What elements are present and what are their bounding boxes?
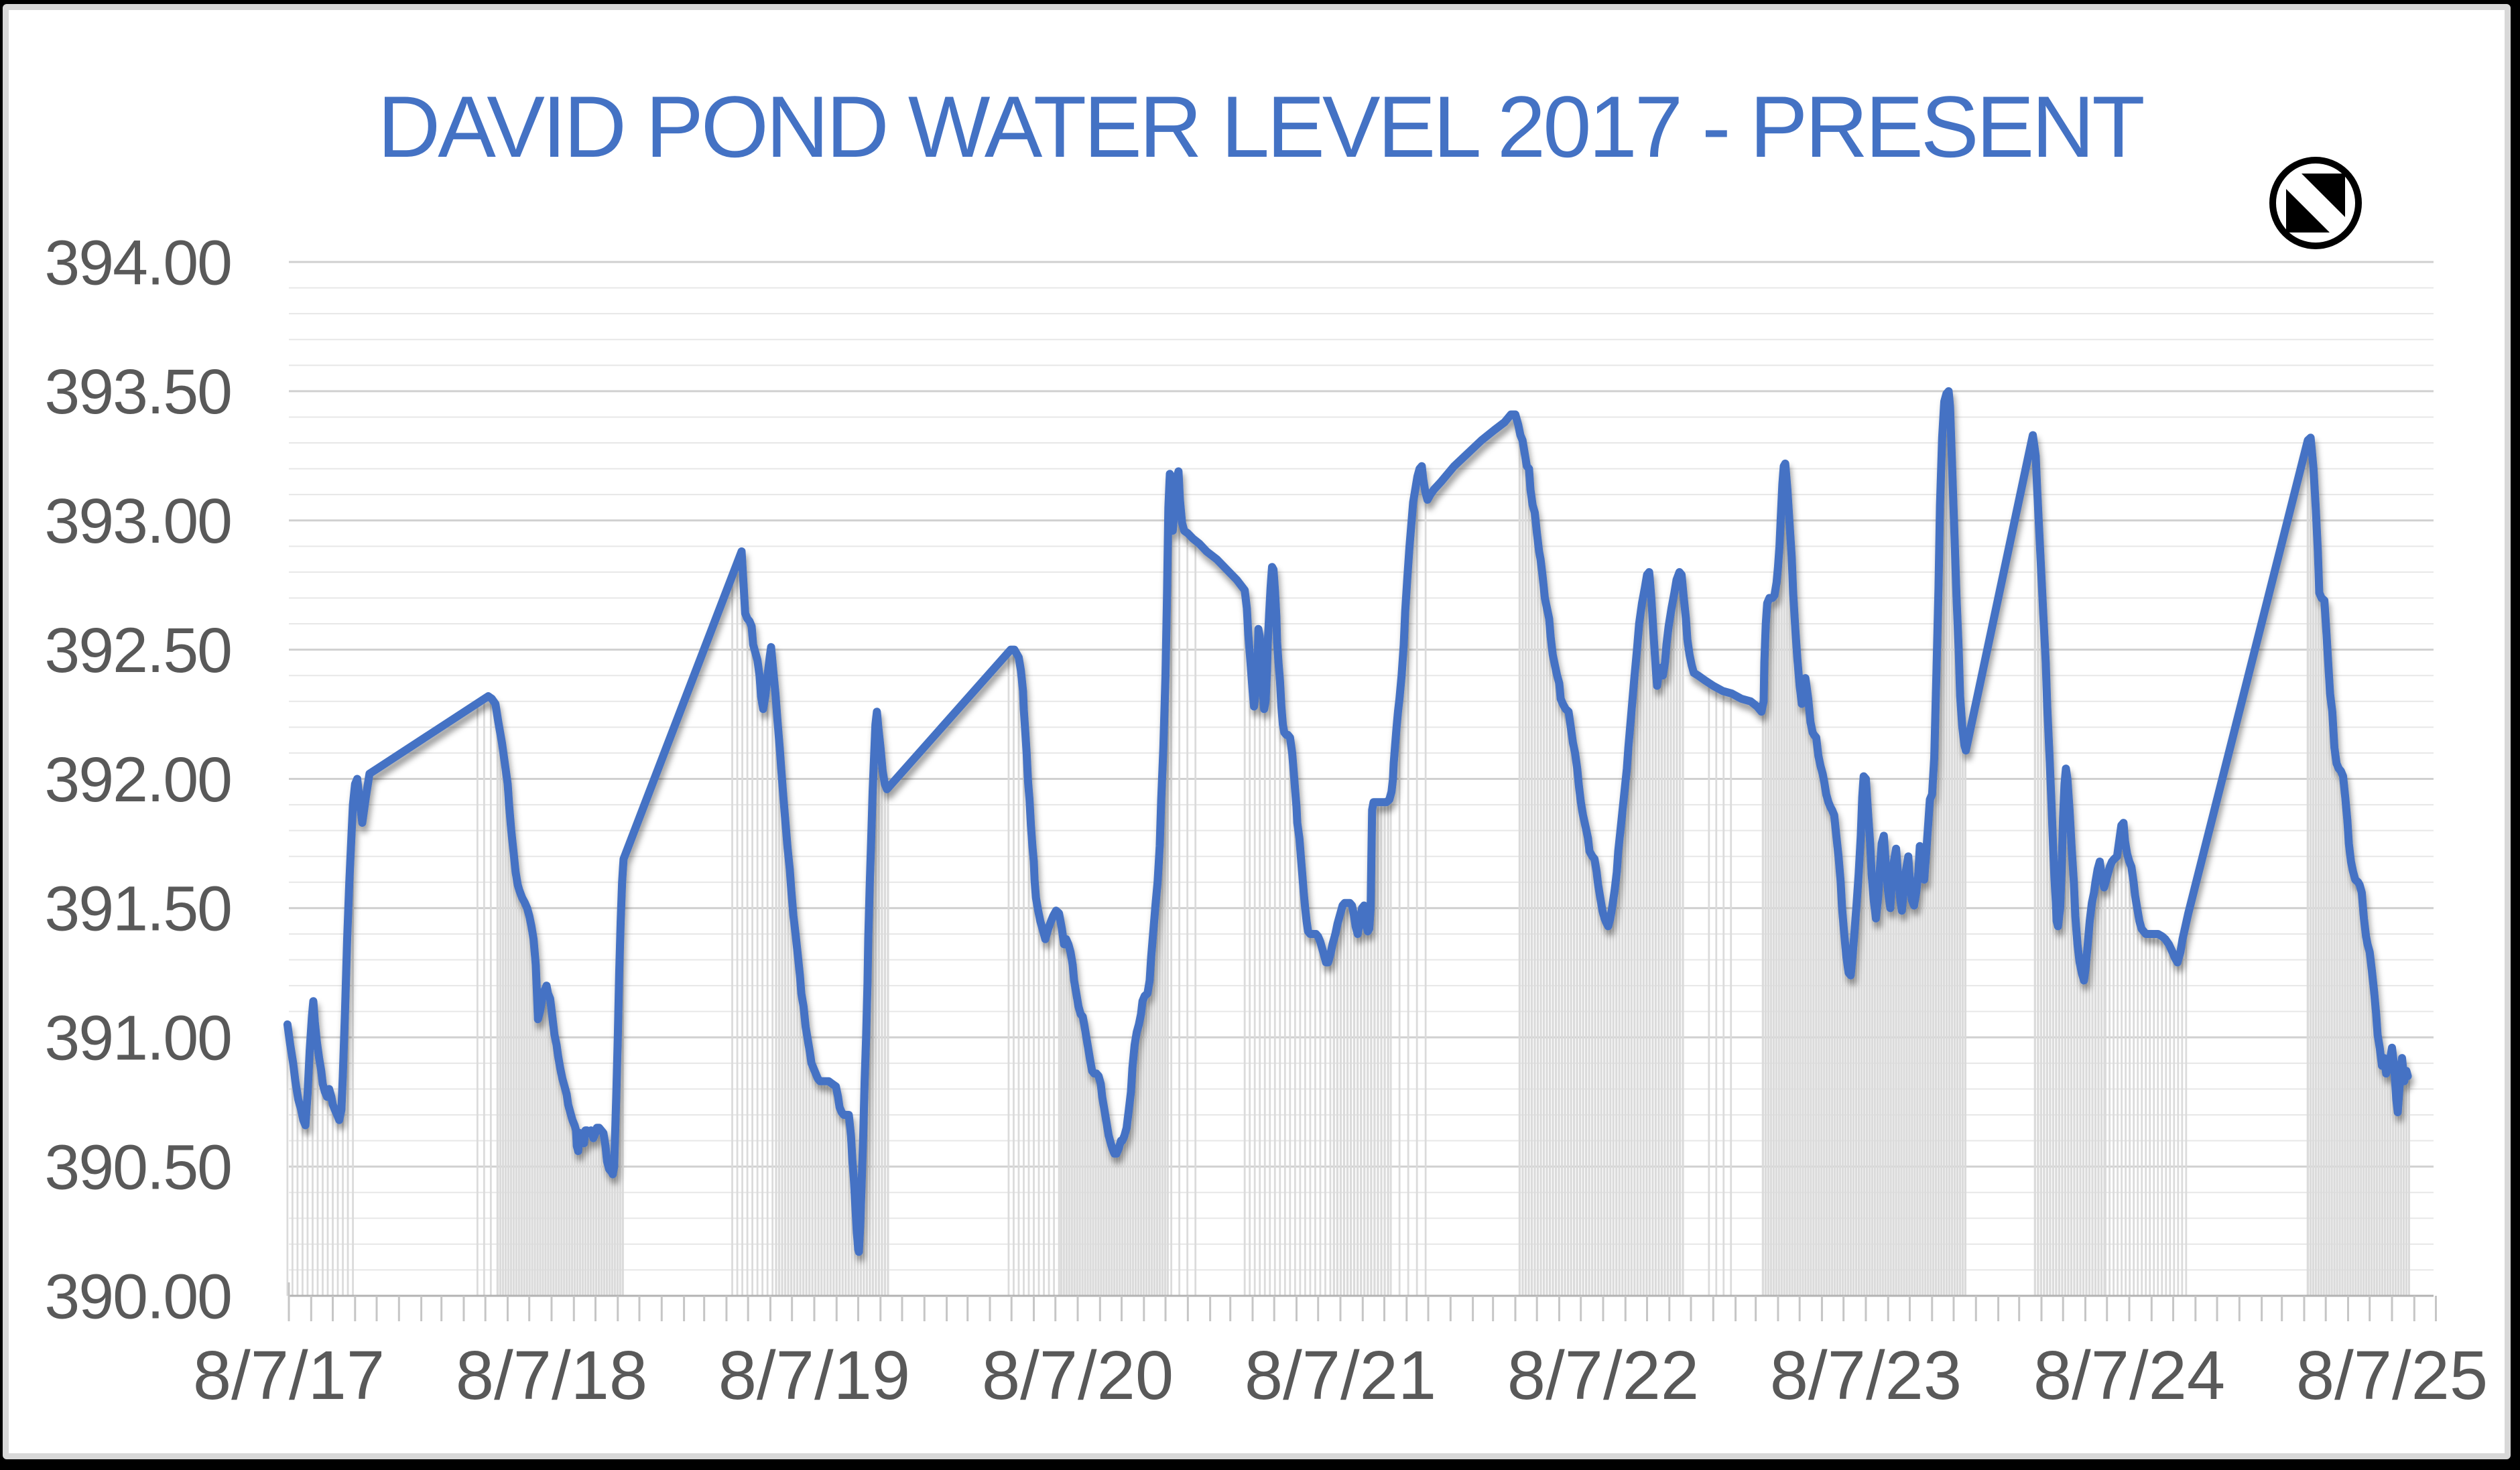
y-tick-label: 392.00 <box>44 744 231 815</box>
no-image-placeholder-icon <box>2269 157 2362 249</box>
x-tick-label: 8/7/21 <box>1245 1337 1436 1414</box>
x-tick-label: 8/7/25 <box>2296 1337 2488 1414</box>
x-tick-label: 8/7/19 <box>718 1337 910 1414</box>
y-tick-label: 390.50 <box>44 1132 231 1203</box>
y-tick-label: 393.00 <box>44 486 231 557</box>
x-tick-label: 8/7/20 <box>982 1337 1174 1414</box>
x-tick-label: 8/7/18 <box>456 1337 647 1414</box>
y-tick-label: 393.50 <box>44 356 231 427</box>
water-level-series-line <box>283 387 2412 1256</box>
x-axis <box>288 1282 2438 1321</box>
y-axis-labels: 390.00 390.50 391.00 391.50 392.00 392.50 393.… <box>44 227 233 1332</box>
y-tick-label: 391.50 <box>44 874 231 945</box>
x-tick-label: 8/7/22 <box>1507 1337 1699 1414</box>
drop-lines <box>286 393 2410 1296</box>
y-tick-label: 390.00 <box>44 1261 231 1332</box>
x-tick-label: 8/7/23 <box>1770 1337 1962 1414</box>
y-tick-label: 392.50 <box>44 615 231 686</box>
y-tick-label: 391.00 <box>44 1003 231 1074</box>
chart-title: DAVID POND WATER LEVEL 2017 - PRESENT <box>377 78 2145 176</box>
x-tick-label: 8/7/17 <box>193 1337 385 1414</box>
x-tick-label: 8/7/24 <box>2033 1337 2225 1414</box>
y-tick-label: 394.00 <box>44 227 231 298</box>
x-axis-labels: 8/7/17 8/7/18 8/7/19 8/7/20 8/7/21 8/7/22 8/7/… <box>193 1337 2488 1414</box>
